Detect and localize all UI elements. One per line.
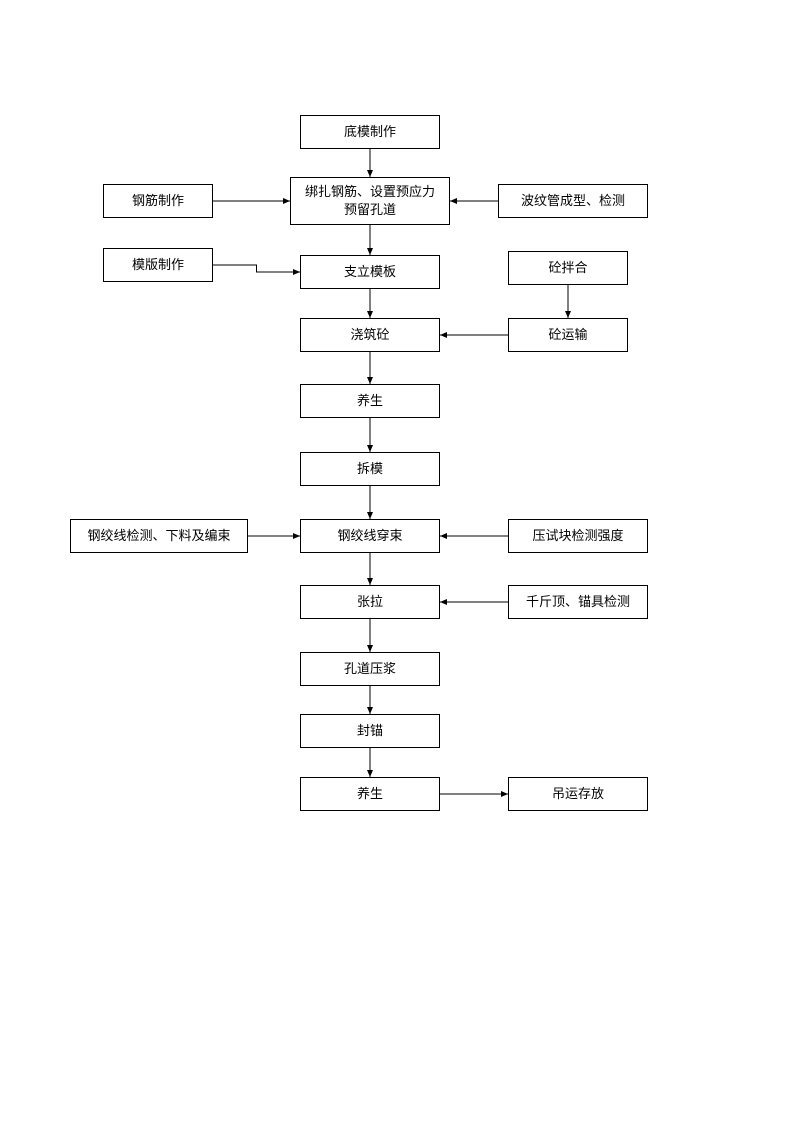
flowchart-node: 千斤顶、锚具检测: [508, 585, 648, 619]
flowchart-node: 砼运输: [508, 318, 628, 352]
flowchart-node: 养生: [300, 777, 440, 811]
node-label: 钢筋制作: [132, 192, 184, 210]
node-label: 钢绞线检测、下料及编束: [87, 527, 230, 545]
node-label: 压试块检测强度: [532, 527, 623, 545]
flowchart-node: 浇筑砼: [300, 318, 440, 352]
flowchart-node: 张拉: [300, 585, 440, 619]
flowchart-node: 支立模板: [300, 255, 440, 289]
node-label: 砼拌合: [548, 259, 587, 277]
node-label: 养生: [357, 392, 383, 410]
flowchart-node: 养生: [300, 384, 440, 418]
flowchart-node: 模版制作: [103, 248, 213, 282]
node-label: 钢绞线穿束: [337, 527, 402, 545]
flowchart-node: 钢绞线穿束: [300, 519, 440, 553]
flowchart-node: 封锚: [300, 714, 440, 748]
flowchart-canvas: 底模制作绑扎钢筋、设置预应力 预留孔道钢筋制作波纹管成型、检测模版制作支立模板砼…: [0, 0, 800, 1133]
node-label: 底模制作: [344, 123, 396, 141]
flowchart-node: 钢筋制作: [103, 184, 213, 218]
node-label: 砼运输: [548, 326, 587, 344]
flowchart-node: 钢绞线检测、下料及编束: [70, 519, 248, 553]
node-label: 波纹管成型、检测: [521, 192, 625, 210]
edges-layer: [0, 0, 800, 1133]
node-label: 浇筑砼: [350, 326, 389, 344]
node-label: 千斤顶、锚具检测: [526, 593, 630, 611]
flowchart-node: 压试块检测强度: [508, 519, 648, 553]
node-label: 支立模板: [344, 263, 396, 281]
flowchart-edge: [213, 265, 300, 272]
node-label: 绑扎钢筋、设置预应力 预留孔道: [305, 183, 435, 219]
flowchart-node: 砼拌合: [508, 251, 628, 285]
node-label: 吊运存放: [552, 785, 604, 803]
node-label: 养生: [357, 785, 383, 803]
node-label: 封锚: [357, 722, 383, 740]
flowchart-node: 拆模: [300, 452, 440, 486]
flowchart-node: 波纹管成型、检测: [498, 184, 648, 218]
flowchart-node: 底模制作: [300, 115, 440, 149]
node-label: 张拉: [357, 593, 383, 611]
flowchart-node: 孔道压浆: [300, 652, 440, 686]
node-label: 拆模: [357, 460, 383, 478]
node-label: 模版制作: [132, 256, 184, 274]
node-label: 孔道压浆: [344, 660, 396, 678]
flowchart-node: 绑扎钢筋、设置预应力 预留孔道: [290, 177, 450, 225]
flowchart-node: 吊运存放: [508, 777, 648, 811]
